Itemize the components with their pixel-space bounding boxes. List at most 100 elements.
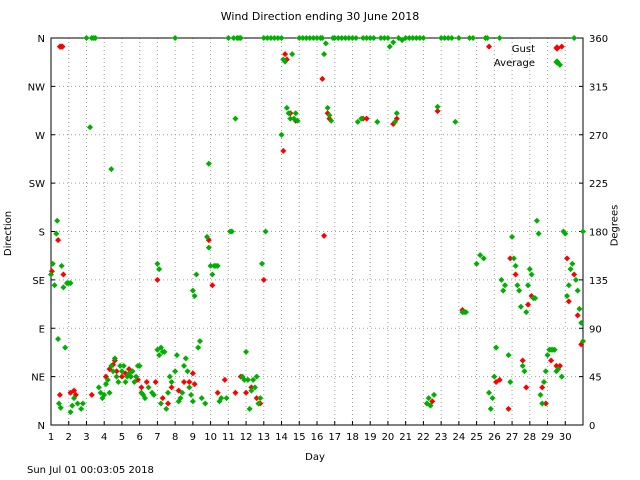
average-point (205, 160, 212, 167)
average-point (278, 34, 285, 42)
y-tick-label-right: 180 (589, 228, 608, 239)
x-tick-label: 7 (154, 432, 160, 443)
gust-point (512, 271, 519, 278)
gust-point (55, 237, 62, 244)
average-point (57, 404, 64, 411)
average-point (145, 384, 152, 391)
average-point (516, 287, 523, 294)
x-tick-label: 24 (452, 432, 465, 443)
average-point (172, 368, 179, 375)
average-point (358, 115, 365, 122)
average-point (558, 373, 565, 380)
average-point (489, 395, 496, 402)
average-point (434, 103, 441, 110)
average-point (491, 373, 498, 380)
average-point (108, 362, 115, 369)
timestamp-footer: Sun Jul 01 00:03:05 2018 (27, 465, 154, 476)
average-point (498, 276, 505, 283)
x-tick-label: 26 (488, 432, 501, 443)
average-point (67, 409, 74, 416)
gust-point (165, 400, 172, 407)
average-point (523, 309, 530, 316)
data-points (47, 34, 587, 416)
x-tick-label: 15 (293, 432, 306, 443)
x-tick-label: 21 (399, 432, 412, 443)
average-point (352, 34, 360, 42)
average-point (92, 34, 99, 42)
average-point (86, 124, 94, 131)
average-point (431, 391, 438, 398)
gust-point (67, 389, 74, 396)
average-point (248, 387, 255, 394)
average-point (562, 230, 569, 237)
average-point (104, 376, 111, 383)
gust-point (232, 389, 239, 396)
gust-point (152, 378, 159, 386)
y-axis-label-left: Direction (3, 210, 15, 257)
y-tick-label-right: 360 (589, 34, 608, 45)
gust-point (175, 387, 182, 394)
x-tick-label: 27 (506, 432, 519, 443)
average-point (251, 384, 258, 391)
average-point (97, 389, 104, 396)
average-point (177, 395, 184, 402)
gust-point (434, 108, 441, 115)
average-point (473, 260, 480, 267)
average-point (399, 37, 406, 44)
x-tick-label: 11 (222, 432, 235, 443)
y-tick-label-left: NE (31, 373, 45, 384)
gust-point (168, 384, 175, 391)
chart-title: Wind Direction ending 30 June 2018 (220, 10, 420, 23)
average-point (62, 344, 69, 351)
x-tick-label: 9 (190, 432, 196, 443)
x-axis-label: Day (305, 452, 325, 463)
average-point (374, 118, 381, 125)
average-point (537, 391, 544, 398)
legend-marker (553, 44, 561, 52)
y-tick-label-right: 0 (589, 421, 595, 432)
average-point (172, 34, 179, 42)
average-point (392, 118, 399, 125)
x-tick-label: 16 (311, 432, 324, 443)
average-point (154, 260, 161, 267)
average-point (225, 34, 232, 42)
average-point (122, 378, 129, 386)
y-tick-label-left: SW (29, 179, 45, 190)
y-tick-label-right: 315 (589, 82, 608, 93)
y-tick-label-left: W (35, 131, 45, 142)
legend-label: Gust (512, 44, 535, 55)
average-point (180, 362, 188, 369)
average-point (189, 287, 196, 294)
average-point (67, 280, 74, 287)
average-point (526, 266, 533, 273)
average-point (184, 368, 191, 375)
gust-point (154, 276, 161, 283)
average-point (324, 104, 331, 111)
average-point (510, 255, 517, 262)
x-tick-label: 25 (470, 432, 483, 443)
average-point (223, 395, 230, 402)
average-point (544, 352, 551, 359)
gust-point (539, 384, 546, 391)
y-tick-label-left: E (39, 324, 45, 335)
average-point (528, 271, 535, 278)
average-point (420, 34, 427, 42)
legend-label: Average (494, 58, 535, 69)
gust-point (505, 405, 512, 412)
gust-point (282, 51, 289, 58)
x-tick-label: 18 (346, 432, 359, 443)
gust-point (519, 357, 526, 364)
average-point (54, 217, 61, 224)
average-point (484, 34, 491, 42)
gust-point (214, 389, 221, 396)
average-point (455, 34, 462, 42)
average-point (507, 378, 514, 386)
y-tick-label-right: 90 (589, 324, 602, 335)
average-point (246, 405, 253, 412)
gust-point (429, 398, 436, 405)
gust-point (180, 378, 188, 386)
average-point (540, 378, 548, 386)
x-tick-label: 19 (364, 432, 377, 443)
average-point (173, 352, 180, 359)
average-point (500, 287, 507, 294)
